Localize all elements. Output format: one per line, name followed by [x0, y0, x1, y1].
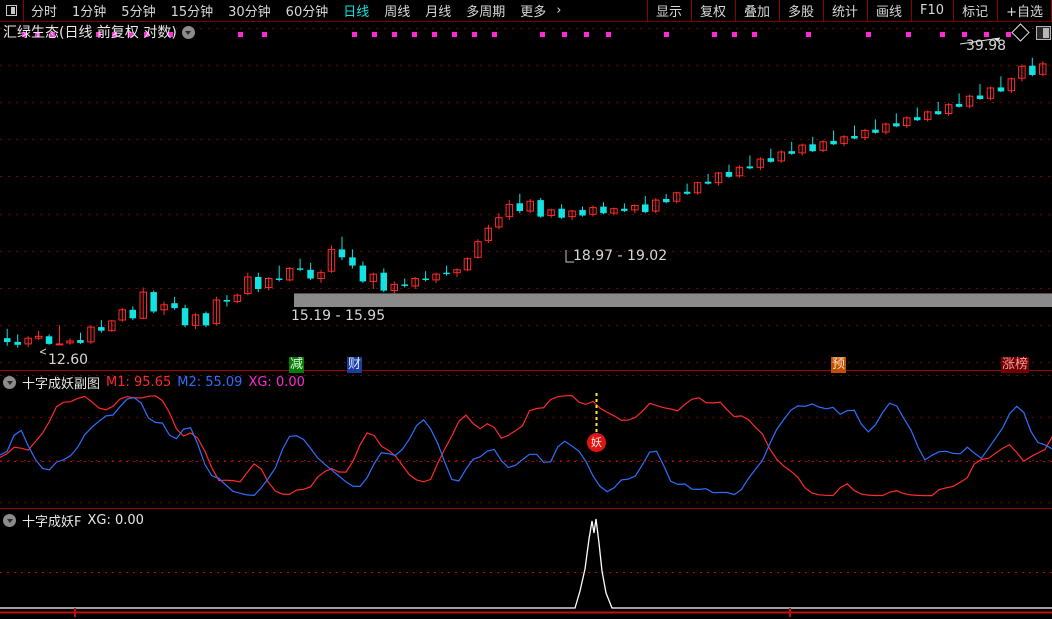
signal-marker-yao[interactable]: 妖 [587, 433, 606, 452]
candlestick-canvas [0, 28, 1052, 363]
period-60min[interactable]: 60分钟 [285, 5, 329, 20]
price-band-overlay [294, 294, 1052, 307]
chevron-down-icon[interactable] [3, 375, 16, 389]
price-label-band: 15.19 - 15.95 [291, 308, 386, 324]
stock-header[interactable]: 汇绿生态(日线 前复权 对数) [0, 22, 195, 42]
period-weekly[interactable]: 周线 [384, 5, 411, 20]
badge-jian[interactable]: 减 [289, 357, 305, 373]
badge-zhangbang[interactable]: 涨榜 [1001, 357, 1030, 373]
period-1min[interactable]: 1分钟 [72, 5, 107, 20]
indicator-2-name: 十字成妖F [22, 514, 82, 530]
chevron-down-icon[interactable] [3, 513, 16, 527]
period-5min[interactable]: 5分钟 [121, 5, 156, 20]
indicator-2-xg-value: XG: 0.00 [87, 512, 144, 528]
indicator-2-canvas [0, 518, 1052, 617]
layout-panel-icon[interactable] [0, 0, 24, 21]
page-title: 汇绿生态(日线 前复权 对数) [3, 25, 177, 41]
tool-stats[interactable]: 统计 [823, 0, 867, 21]
period-30min[interactable]: 30分钟 [228, 5, 271, 20]
period-monthly[interactable]: 月线 [425, 5, 452, 20]
tool-add-watchlist[interactable]: +自选 [997, 0, 1052, 21]
indicator-1-m1-value: M1: 95.65 [106, 374, 172, 390]
tool-adjust[interactable]: 复权 [690, 0, 735, 21]
price-label-high: 39.98 [966, 38, 1007, 54]
tool-drawline[interactable]: 画线 [867, 0, 911, 21]
period-multi[interactable]: 多周期 [466, 5, 506, 20]
indicator-1-name: 十字成妖副图 [22, 376, 101, 392]
chevron-right-icon[interactable]: › [556, 3, 562, 18]
indicator-1-xg-value: XG: 0.00 [248, 374, 305, 390]
period-more[interactable]: 更多 [520, 5, 547, 20]
badge-yu[interactable]: 预 [831, 357, 847, 373]
indicator-panel-2[interactable] [0, 508, 1052, 619]
price-label-mid: 18.97 - 19.02 [573, 248, 668, 264]
chevron-down-icon[interactable] [181, 25, 195, 39]
grid-toggle-icon[interactable] [1036, 26, 1051, 40]
tool-mark[interactable]: 标记 [953, 0, 997, 21]
indicator-1-canvas [0, 375, 1052, 503]
indicator-1-header: 十字成妖副图 M1: 95.65 M2: 55.09 XG: 0.00 [0, 372, 305, 392]
tool-f10[interactable]: F10 [911, 0, 953, 21]
period-daily[interactable]: 日线 [343, 5, 370, 20]
toolbar-period-group: 分时 1分钟 5分钟 15分钟 30分钟 60分钟 日线 周线 月线 多周期 更… [0, 0, 570, 21]
top-toolbar: 分时 1分钟 5分钟 15分钟 30分钟 60分钟 日线 周线 月线 多周期 更… [0, 0, 1052, 22]
indicator-panel-1[interactable]: 妖 [0, 370, 1052, 508]
main-chart-panel[interactable] [0, 22, 1052, 370]
tool-display[interactable]: 显示 [646, 0, 691, 21]
period-fenshi[interactable]: 分时 [31, 5, 58, 20]
period-15min[interactable]: 15分钟 [170, 5, 214, 20]
tool-overlay[interactable]: 叠加 [734, 0, 779, 21]
tool-multistock[interactable]: 多股 [779, 0, 823, 21]
badge-cai[interactable]: 财 [347, 357, 363, 373]
indicator-1-m2-value: M2: 55.09 [177, 374, 243, 390]
indicator-2-header: 十字成妖F XG: 0.00 [0, 510, 144, 530]
toolbar-tools-group: 显示 复权 叠加 多股 统计 画线 F10 标记 +自选 [646, 0, 1052, 21]
price-label-low: 12.60 [48, 352, 89, 368]
